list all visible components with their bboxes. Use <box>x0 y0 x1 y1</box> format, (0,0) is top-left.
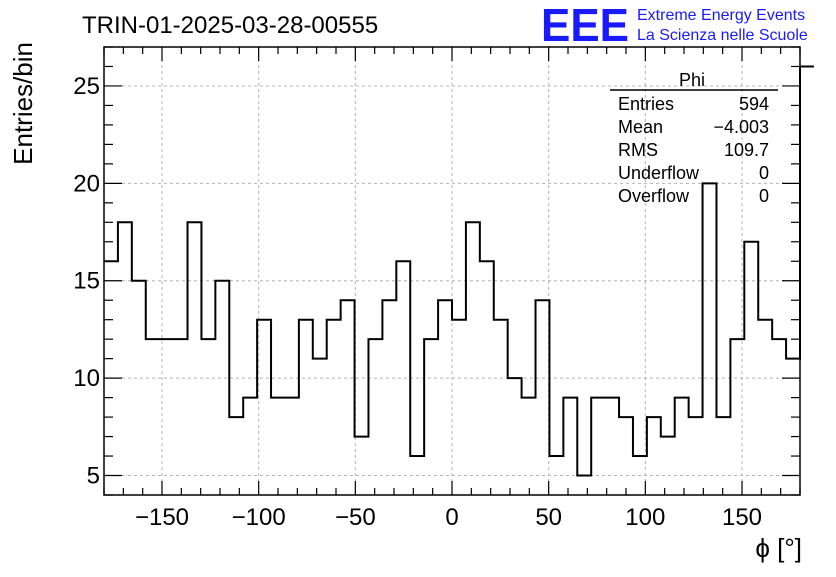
grid-layer <box>104 47 800 495</box>
eee-logo: EEE <box>541 0 629 51</box>
stat-label-entries: Entries <box>618 94 675 114</box>
x-tick-label: 0 <box>445 504 458 531</box>
y-tick-label: 15 <box>73 268 100 295</box>
stat-label-overflow: Overflow <box>618 186 690 206</box>
stat-value-entries: 594 <box>738 94 769 114</box>
stat-value-mean: −4.003 <box>713 117 769 137</box>
stat-value-rms: 109.7 <box>723 140 769 160</box>
stat-value-overflow: 0 <box>758 186 769 206</box>
y-tick-label: 5 <box>87 463 100 490</box>
run-title: TRIN-01-2025-03-28-00555 <box>82 12 378 39</box>
y-tick-label: 25 <box>73 73 100 100</box>
stat-value-underflow: 0 <box>758 163 769 183</box>
logo-line-2: La Scienza nelle Scuole <box>637 27 808 44</box>
x-tick-label: 150 <box>722 504 762 531</box>
y-tick-label: 20 <box>73 170 100 197</box>
axis-ticks <box>103 46 801 496</box>
x-tick-label: −50 <box>335 504 376 531</box>
stat-label-rms: RMS <box>618 140 658 160</box>
logo-line-1: Extreme Energy Events <box>637 7 805 24</box>
y-axis-title: Entries/bin <box>8 42 38 165</box>
y-tick-label: 10 <box>73 365 100 392</box>
tick-labels: −150 −100 −50 0 50 100 150 5 10 15 20 25 <box>73 73 762 531</box>
x-tick-label: 100 <box>625 504 665 531</box>
stat-label-mean: Mean <box>618 117 664 137</box>
x-axis-title: ϕ [°] <box>755 533 802 563</box>
x-tick-label: −150 <box>135 504 189 531</box>
stat-label-underflow: Underflow <box>618 163 700 183</box>
x-tick-label: 50 <box>535 504 562 531</box>
stats-box-title: Phi <box>679 70 706 90</box>
x-tick-label: −100 <box>232 504 286 531</box>
histogram-outline <box>104 65 814 477</box>
